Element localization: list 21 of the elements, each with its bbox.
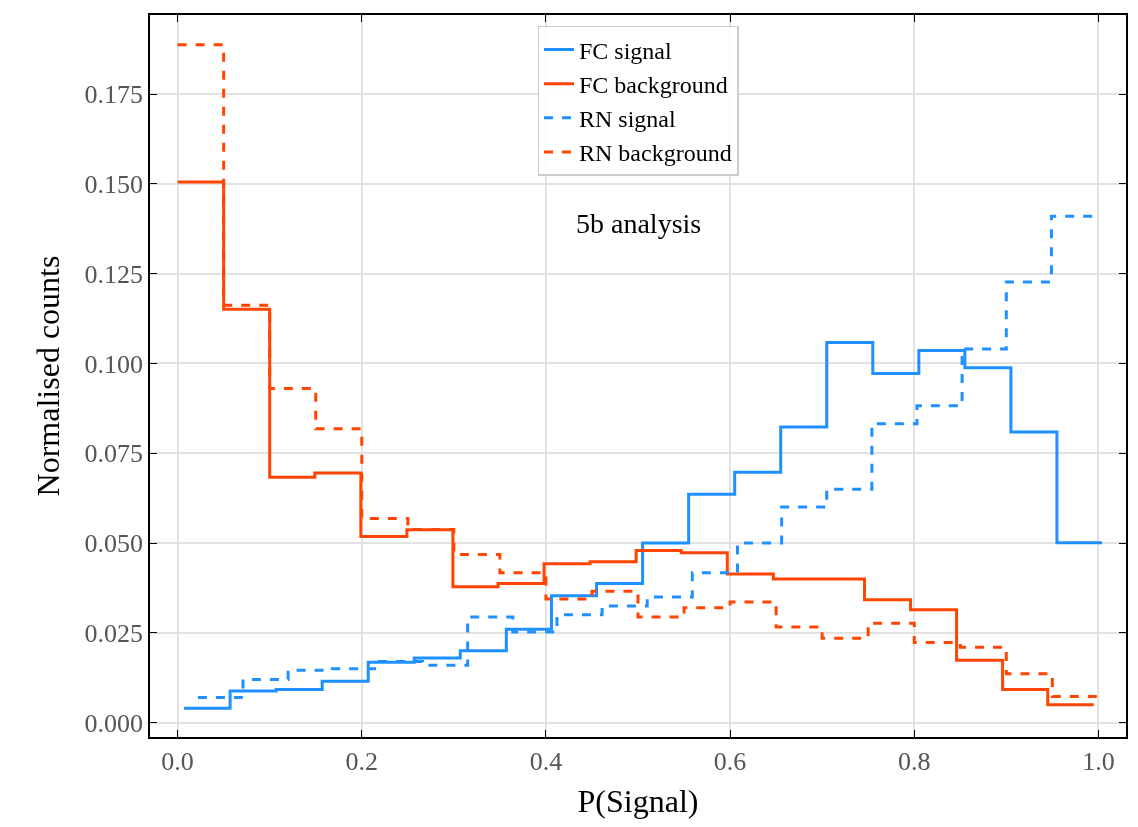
y-tick-label: 0.075	[84, 439, 144, 469]
x-axis-title: P(Signal)	[577, 783, 699, 820]
y-axis-title: Normalised counts	[30, 255, 67, 497]
x-tick-label: 1.0	[1082, 746, 1115, 776]
x-tick-label: 0.2	[345, 746, 379, 776]
y-tick-label: 0.025	[84, 618, 144, 648]
legend-label: RN background	[579, 140, 732, 167]
x-tick-label: 0.6	[713, 746, 747, 776]
y-tick-label: 0.000	[84, 708, 144, 738]
y-tick-label: 0.050	[84, 529, 144, 559]
x-tick-label: 0.4	[529, 746, 563, 776]
annotation: 5b analysis	[576, 208, 702, 239]
x-tick-label: 0.8	[897, 746, 931, 776]
y-tick-label: 0.175	[84, 80, 144, 110]
legend-label: FC signal	[579, 37, 673, 64]
y-tick-label: 0.150	[84, 169, 144, 199]
legend-label: RN signal	[579, 106, 676, 133]
legend-label: FC background	[579, 71, 728, 98]
y-tick-label: 0.125	[84, 259, 144, 289]
y-tick-label: 0.100	[84, 349, 144, 379]
x-tick-label: 0.0	[161, 746, 194, 776]
